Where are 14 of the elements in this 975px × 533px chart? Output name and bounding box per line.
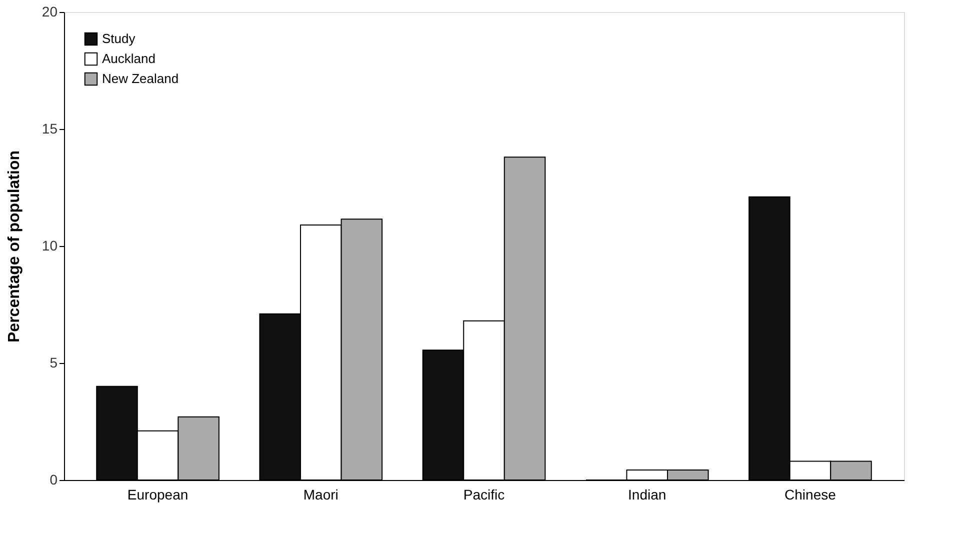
- y-tick-label: 0: [50, 472, 58, 488]
- y-tick-label: 5: [50, 354, 58, 370]
- legend-label: Auckland: [102, 51, 156, 66]
- x-tick-label: European: [127, 486, 188, 502]
- legend-label: New Zealand: [102, 71, 179, 86]
- x-tick-label: Maori: [303, 486, 338, 502]
- y-tick-label: 10: [42, 238, 58, 254]
- y-tick-label: 20: [42, 4, 58, 20]
- legend-label: Study: [102, 31, 136, 46]
- y-tick-label: 15: [42, 120, 58, 136]
- x-tick-label: Chinese: [784, 486, 836, 502]
- x-tick-label: Indian: [628, 486, 666, 502]
- y-axis-title: Percentage of population: [6, 150, 23, 343]
- x-tick-label: Pacific: [463, 486, 505, 502]
